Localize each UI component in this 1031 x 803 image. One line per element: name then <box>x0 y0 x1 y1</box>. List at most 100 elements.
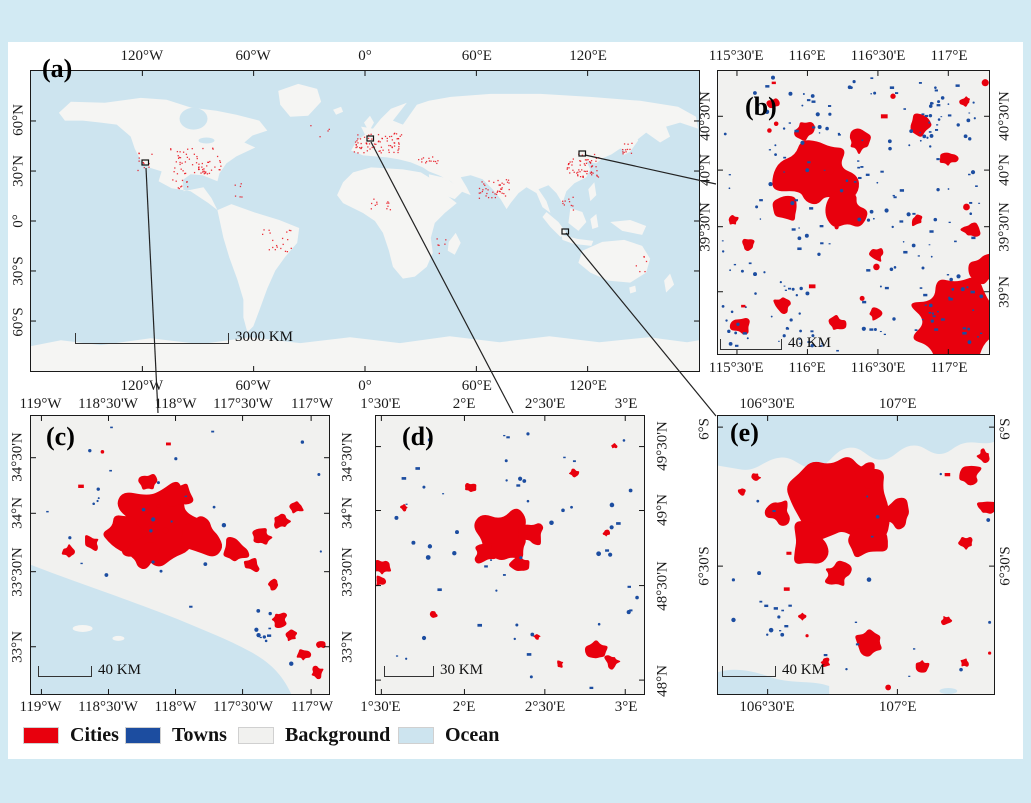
axis-tick-label: 106°30'E <box>739 699 795 715</box>
legend-label: Cities <box>70 724 119 746</box>
cities-swatch <box>23 727 59 744</box>
panel-d-top-axis: 1°30'E 2°E 2°30'E 3°E <box>360 396 645 412</box>
axis-tick-label: 1°30'E <box>360 396 401 412</box>
axis-tick-label: 3°E <box>614 699 638 715</box>
panel-d-bottom-axis: 1°30'E 2°E 2°30'E 3°E <box>360 699 645 715</box>
panel-c-top-axis: 119°W 118°30'W 118°W 117°30'W 117°W <box>19 396 334 412</box>
legend-label: Towns <box>172 724 227 746</box>
axis-tick-label: 118°30'W <box>78 396 138 412</box>
legend-item-ocean: Ocean <box>398 724 499 747</box>
panel-d-map <box>375 415 645 695</box>
legend-label: Background <box>285 724 391 746</box>
panel-b-label: (b) <box>745 92 777 121</box>
axis-tick-label: 118°W <box>154 699 197 715</box>
scalebar-text: 40 KM <box>98 662 141 678</box>
axis-tick-label: 6°30'S <box>696 546 713 586</box>
legend-item-background: Background <box>238 724 390 747</box>
axis-tick-label: 6°S <box>997 418 1014 440</box>
panel-c-scalebar: 40 KM <box>38 662 141 678</box>
axis-tick-label: 34°N <box>339 497 356 529</box>
axis-tick-label: 33°N <box>9 631 26 664</box>
axis-tick-label: 40°30'N <box>697 90 714 141</box>
axis-tick-label: 39°30'N <box>996 201 1013 252</box>
axis-tick-label: 2°E <box>452 396 476 412</box>
axis-tick-label: 6°S <box>696 418 713 440</box>
axis-tick-label: 34°N <box>9 497 26 529</box>
scalebar-text: 40 KM <box>788 335 831 351</box>
axis-tick-label: 117°30'W <box>213 396 273 412</box>
axis-tick-label: 40°30'N <box>996 90 1013 141</box>
axis-tick-label: 117°W <box>290 396 334 412</box>
axis-tick-label: 60°N <box>10 104 27 137</box>
panel-e-scalebar: 40 KM <box>722 663 825 678</box>
scalebar-line <box>38 666 92 677</box>
axis-tick-label: 2°30'E <box>524 699 566 715</box>
panel-a-scalebar: 3000 KM <box>75 329 293 345</box>
axis-tick-label: 120°E <box>569 48 607 64</box>
axis-tick-label: 115°30'E <box>708 48 764 64</box>
axis-tick-label: 118°W <box>154 396 197 412</box>
axis-tick-label: 117°W <box>290 699 334 715</box>
scalebar-line <box>720 339 782 350</box>
legend-item-towns: Towns <box>125 724 227 747</box>
axis-tick-label: 33°30'N <box>339 547 356 597</box>
axis-tick-label: 34°30'N <box>339 432 356 482</box>
axis-tick-label: 30°S <box>10 256 27 287</box>
panel-c-label: (c) <box>46 422 75 451</box>
axis-tick-label: 34°30'N <box>9 432 26 482</box>
axis-tick-label: 30°N <box>10 154 27 187</box>
axis-tick-label: 115°30'E <box>708 360 764 376</box>
panel-e-label: (e) <box>730 418 759 447</box>
legend-label: Ocean <box>445 724 500 746</box>
axis-tick-label: 0° <box>358 48 372 64</box>
axis-tick-label: 40°N <box>996 153 1013 186</box>
axis-tick-label: 116°30'E <box>850 360 906 376</box>
axis-tick-label: 106°30'E <box>739 396 795 412</box>
axis-tick-label: 120°W <box>120 378 164 394</box>
panel-a-bottom-axis: 120°W 60°W 0° 60°E 120°E <box>30 378 700 394</box>
panel-b-map <box>717 70 990 355</box>
panel-c-bottom-axis: 119°W 118°30'W 118°W 117°30'W 117°W <box>19 699 334 715</box>
panel-c-map <box>30 415 330 695</box>
axis-tick-label: 117°E <box>930 48 968 64</box>
panel-d-scalebar: 30 KM <box>384 662 483 678</box>
panel-e-bottom-axis: 106°30'E 107°E <box>717 699 995 715</box>
axis-tick-label: 60°W <box>235 378 271 394</box>
panel-a-top-axis: 120°W 60°W 0° 60°E 120°E <box>30 48 700 64</box>
axis-tick-label: 49°N <box>654 494 671 527</box>
axis-tick-label: 117°E <box>930 360 968 376</box>
axis-tick-label: 116°E <box>788 48 826 64</box>
panel-d-label: (d) <box>402 422 434 451</box>
background-swatch <box>238 727 274 744</box>
axis-tick-label: 39°N <box>996 276 1013 309</box>
axis-tick-label: 120°W <box>120 48 164 64</box>
scalebar-line <box>75 333 229 344</box>
axis-tick-label: 60°S <box>10 306 27 337</box>
axis-tick-label: 48°N <box>654 665 671 697</box>
axis-tick-label: 107°E <box>878 699 917 715</box>
scalebar-line <box>384 666 434 677</box>
legend-item-cities: Cities <box>23 724 119 747</box>
axis-tick-label: 116°30'E <box>850 48 906 64</box>
axis-tick-label: 120°E <box>569 378 607 394</box>
axis-tick-label: 0° <box>358 378 372 394</box>
panel-b-bottom-axis: 115°30'E 116°E 116°30'E 117°E <box>709 360 990 376</box>
axis-tick-label: 33°N <box>339 631 356 664</box>
panel-e-top-axis: 106°30'E 107°E <box>717 396 995 412</box>
panel-e-map <box>717 415 995 695</box>
panel-a-map <box>30 70 700 372</box>
figure-canvas: 120°W 60°W 0° 60°E 120°E 120°W 60°W 0° 60°E 120°… <box>8 42 1023 759</box>
scalebar-text: 30 KM <box>440 662 483 678</box>
axis-tick-label: 0° <box>10 214 27 228</box>
axis-tick-label: 60°E <box>461 378 492 394</box>
axis-tick-label: 48°30'N <box>654 561 671 611</box>
axis-tick-label: 118°30'W <box>78 699 138 715</box>
panel-a-label: (a) <box>42 54 73 83</box>
axis-tick-label: 60°W <box>235 48 271 64</box>
scalebar-text: 3000 KM <box>235 329 293 345</box>
axis-tick-label: 49°30'N <box>654 421 671 471</box>
scalebar-line <box>722 666 776 677</box>
axis-tick-label: 3°E <box>614 396 638 412</box>
axis-tick-label: 39°30'N <box>697 201 714 252</box>
